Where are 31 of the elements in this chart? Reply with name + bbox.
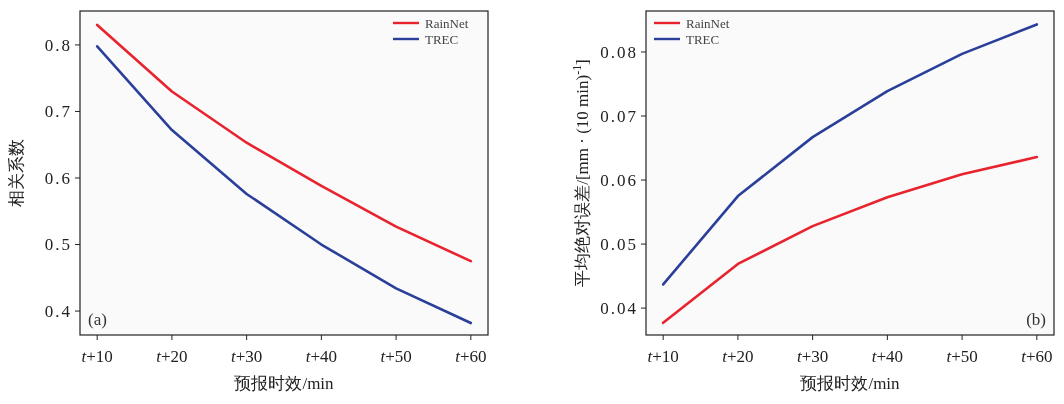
x-tick-label: t+20 [156,347,188,366]
legend-label: TREC [425,31,459,47]
y-tick-label: 0.07 [600,106,638,126]
x-tick-label: t+60 [1021,347,1053,366]
x-tick-label: t+50 [946,347,978,366]
y-tick-label: 0.04 [600,299,638,319]
y-tick-label: 0.8 [44,35,72,55]
x-tick-label: t+50 [380,347,412,366]
x-tick-label: t+30 [796,347,829,366]
y-tick-label: 0.7 [44,102,72,122]
y-tick-label: 0.05 [600,235,638,255]
legend-label: RainNet [425,15,469,31]
x-tick-label: t+60 [455,347,487,366]
legend-label: TREC [686,31,720,47]
annotation: (b) [1026,310,1046,329]
y-tick-label: 0.6 [44,168,72,188]
x-tick-label: t+40 [871,347,904,366]
legend-label: RainNet [686,15,730,31]
x-axis-title: 预报时效/min [234,374,335,393]
x-tick-label: t+20 [722,347,754,366]
x-tick-label: t+10 [647,347,679,366]
x-axis-title: 预报时效/min [800,374,901,393]
x-tick-label: t+40 [305,347,338,366]
y-tick-label: 0.08 [600,42,638,62]
x-tick-label: t+30 [230,347,263,366]
y-axis-title: 相关系数 [7,139,26,207]
annotation: (a) [88,310,107,329]
y-tick-label: 0.4 [44,302,72,321]
x-tick-label: t+10 [81,347,113,366]
y-tick-label: 0.5 [44,235,72,255]
y-tick-label: 0.06 [600,170,638,190]
